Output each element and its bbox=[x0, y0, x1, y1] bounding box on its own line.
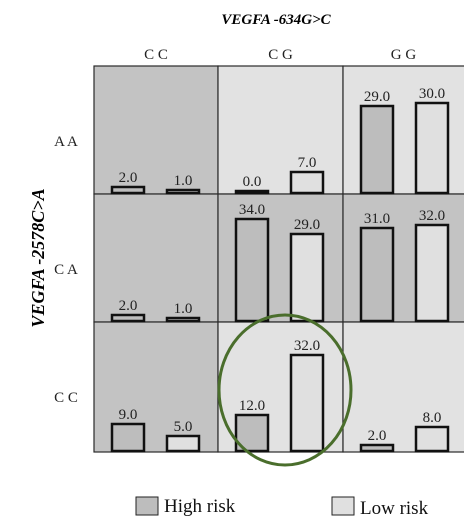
bar-high-risk bbox=[234, 189, 270, 195]
bar-low-risk bbox=[165, 188, 201, 195]
bar-low-risk bbox=[289, 353, 325, 453]
chart-title: VEGFA -634G>C bbox=[221, 12, 331, 28]
value-labels: 2.0 1.0 0.0 7.0 29.0 30.0 2.0 1.0 34.0 29.0 31.0 32… bbox=[119, 86, 446, 444]
value-label: 32.0 bbox=[294, 338, 320, 354]
bar-high-risk bbox=[359, 226, 395, 323]
value-label: 12.0 bbox=[239, 398, 265, 414]
value-label: 2.0 bbox=[368, 428, 387, 444]
bar-low-risk bbox=[165, 316, 201, 323]
bar-high-risk bbox=[359, 443, 395, 453]
bars bbox=[110, 101, 450, 453]
legend-label-high-risk: High risk bbox=[164, 496, 236, 517]
bar-high-risk bbox=[359, 104, 395, 195]
legend-label-low-risk: Low risk bbox=[360, 498, 429, 517]
value-label: 1.0 bbox=[174, 301, 193, 317]
value-label: 7.0 bbox=[298, 155, 317, 171]
highlight-ellipse bbox=[217, 313, 353, 467]
column-header: C G bbox=[268, 47, 293, 63]
legend: High risk Low risk bbox=[135, 496, 429, 517]
bar-low-risk bbox=[414, 425, 450, 453]
value-label: 9.0 bbox=[119, 407, 138, 423]
legend-swatch-high-risk bbox=[135, 496, 159, 516]
value-label: 5.0 bbox=[174, 419, 193, 435]
column-header: G G bbox=[391, 47, 417, 63]
bar-low-risk bbox=[289, 232, 325, 323]
bar-low-risk bbox=[165, 434, 201, 453]
row-header: C A bbox=[54, 262, 78, 278]
value-label: 29.0 bbox=[294, 217, 320, 233]
bar-high-risk bbox=[110, 185, 146, 195]
bar-high-risk bbox=[110, 422, 146, 453]
column-header: C C bbox=[144, 47, 168, 63]
row-header: C C bbox=[54, 390, 78, 406]
y-axis-label: VEGFA -2578C>A bbox=[28, 188, 48, 327]
value-label: 31.0 bbox=[364, 211, 390, 227]
grid-cells bbox=[93, 65, 464, 453]
value-label: 29.0 bbox=[364, 89, 390, 105]
genotype-headers: C C C G G G A A C A C C bbox=[54, 47, 416, 406]
value-label: 2.0 bbox=[119, 170, 138, 186]
value-label: 30.0 bbox=[419, 86, 445, 102]
bar-low-risk bbox=[414, 101, 450, 195]
bar-low-risk bbox=[289, 170, 325, 195]
value-label: 34.0 bbox=[239, 202, 265, 218]
value-label: 0.0 bbox=[243, 174, 262, 190]
bar-high-risk bbox=[110, 313, 146, 323]
grid-cell bbox=[93, 65, 219, 195]
bar-low-risk bbox=[414, 223, 450, 323]
value-label: 8.0 bbox=[423, 410, 442, 426]
grid-cell bbox=[93, 193, 219, 323]
bar-high-risk bbox=[234, 217, 270, 323]
legend-swatch-low-risk bbox=[331, 496, 355, 516]
value-label: 1.0 bbox=[174, 173, 193, 189]
value-label: 2.0 bbox=[119, 298, 138, 314]
value-label: 32.0 bbox=[419, 208, 445, 224]
row-header: A A bbox=[54, 134, 78, 150]
